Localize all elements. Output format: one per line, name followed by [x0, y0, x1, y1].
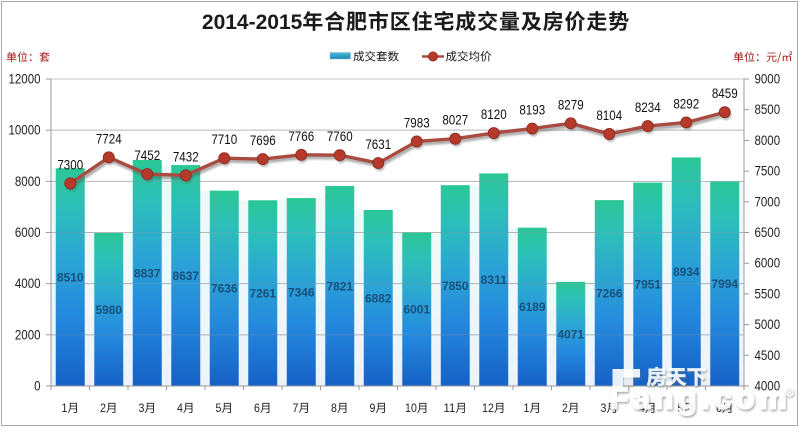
- svg-text:6189: 6189: [519, 300, 546, 314]
- svg-text:12000: 12000: [9, 72, 41, 87]
- svg-text:8027: 8027: [442, 113, 468, 128]
- svg-text:7983: 7983: [404, 115, 430, 130]
- svg-text:5980: 5980: [95, 303, 122, 317]
- svg-text:7710: 7710: [211, 132, 237, 147]
- svg-text:2014-2015: 2014-2015: [202, 11, 303, 34]
- svg-text:7: 7: [293, 402, 299, 415]
- svg-text:4000: 4000: [15, 276, 41, 291]
- svg-text:7850: 7850: [442, 279, 469, 293]
- svg-text:7000: 7000: [755, 194, 781, 209]
- svg-text:5000: 5000: [755, 317, 781, 332]
- svg-text:4071: 4071: [557, 327, 584, 341]
- svg-text:3: 3: [139, 402, 145, 415]
- svg-text:2: 2: [562, 402, 568, 415]
- svg-text:8311: 8311: [480, 273, 507, 287]
- svg-text:8000: 8000: [15, 174, 41, 189]
- svg-text:4000: 4000: [755, 379, 781, 394]
- svg-text:7821: 7821: [326, 279, 353, 293]
- svg-text:7452: 7452: [134, 148, 160, 163]
- svg-text:8000: 8000: [755, 133, 781, 148]
- svg-text:7696: 7696: [250, 133, 276, 148]
- svg-text:8104: 8104: [596, 108, 622, 123]
- svg-text:11: 11: [444, 402, 456, 415]
- svg-text:7261: 7261: [249, 287, 276, 301]
- svg-text:8500: 8500: [755, 102, 781, 117]
- svg-text:8292: 8292: [673, 96, 699, 111]
- svg-text:0: 0: [34, 379, 40, 394]
- svg-text:8120: 8120: [481, 107, 507, 122]
- svg-text:7300: 7300: [57, 157, 83, 172]
- svg-text:6001: 6001: [403, 303, 430, 317]
- svg-text:8: 8: [331, 402, 337, 415]
- svg-text:12: 12: [482, 402, 494, 415]
- svg-text:9000: 9000: [755, 72, 781, 87]
- svg-text:R: R: [787, 390, 792, 397]
- svg-text:9: 9: [370, 402, 376, 415]
- svg-text:8510: 8510: [57, 271, 84, 285]
- svg-text:5: 5: [678, 402, 684, 415]
- svg-text:4500: 4500: [755, 348, 781, 363]
- svg-text:1: 1: [62, 402, 68, 415]
- svg-text:10000: 10000: [9, 123, 41, 138]
- svg-text:Fang.com: Fang.com: [610, 381, 792, 416]
- svg-text:8193: 8193: [519, 103, 545, 118]
- svg-text:2000: 2000: [15, 327, 41, 342]
- svg-text:8637: 8637: [172, 269, 199, 283]
- svg-text:6000: 6000: [755, 256, 781, 271]
- svg-text:7951: 7951: [634, 278, 661, 292]
- svg-text:7994: 7994: [711, 277, 738, 291]
- svg-text:6000: 6000: [15, 225, 41, 240]
- svg-text:7766: 7766: [288, 129, 314, 144]
- svg-text:6882: 6882: [365, 291, 392, 305]
- svg-text:6: 6: [254, 402, 260, 415]
- svg-text:8234: 8234: [635, 100, 661, 115]
- svg-text:5: 5: [216, 402, 222, 415]
- svg-text:3: 3: [601, 402, 607, 415]
- svg-text:7631: 7631: [365, 137, 391, 152]
- svg-text:10: 10: [405, 402, 417, 415]
- svg-text:8837: 8837: [134, 266, 161, 280]
- svg-text:4: 4: [639, 402, 645, 415]
- svg-text:1: 1: [524, 402, 530, 415]
- svg-text:7266: 7266: [596, 286, 623, 300]
- svg-text:8934: 8934: [673, 265, 700, 279]
- svg-text:5500: 5500: [755, 286, 781, 301]
- svg-text:7432: 7432: [173, 149, 199, 164]
- svg-text:2: 2: [100, 402, 106, 415]
- svg-text:7636: 7636: [211, 282, 238, 296]
- svg-text:4: 4: [177, 402, 183, 415]
- svg-text:6: 6: [716, 402, 722, 415]
- svg-text:7760: 7760: [327, 129, 353, 144]
- svg-text:6500: 6500: [755, 225, 781, 240]
- svg-text:8459: 8459: [712, 86, 738, 101]
- svg-text:7724: 7724: [96, 131, 122, 146]
- svg-text:7346: 7346: [288, 285, 315, 299]
- svg-text:7500: 7500: [755, 164, 781, 179]
- svg-text:8279: 8279: [558, 97, 584, 112]
